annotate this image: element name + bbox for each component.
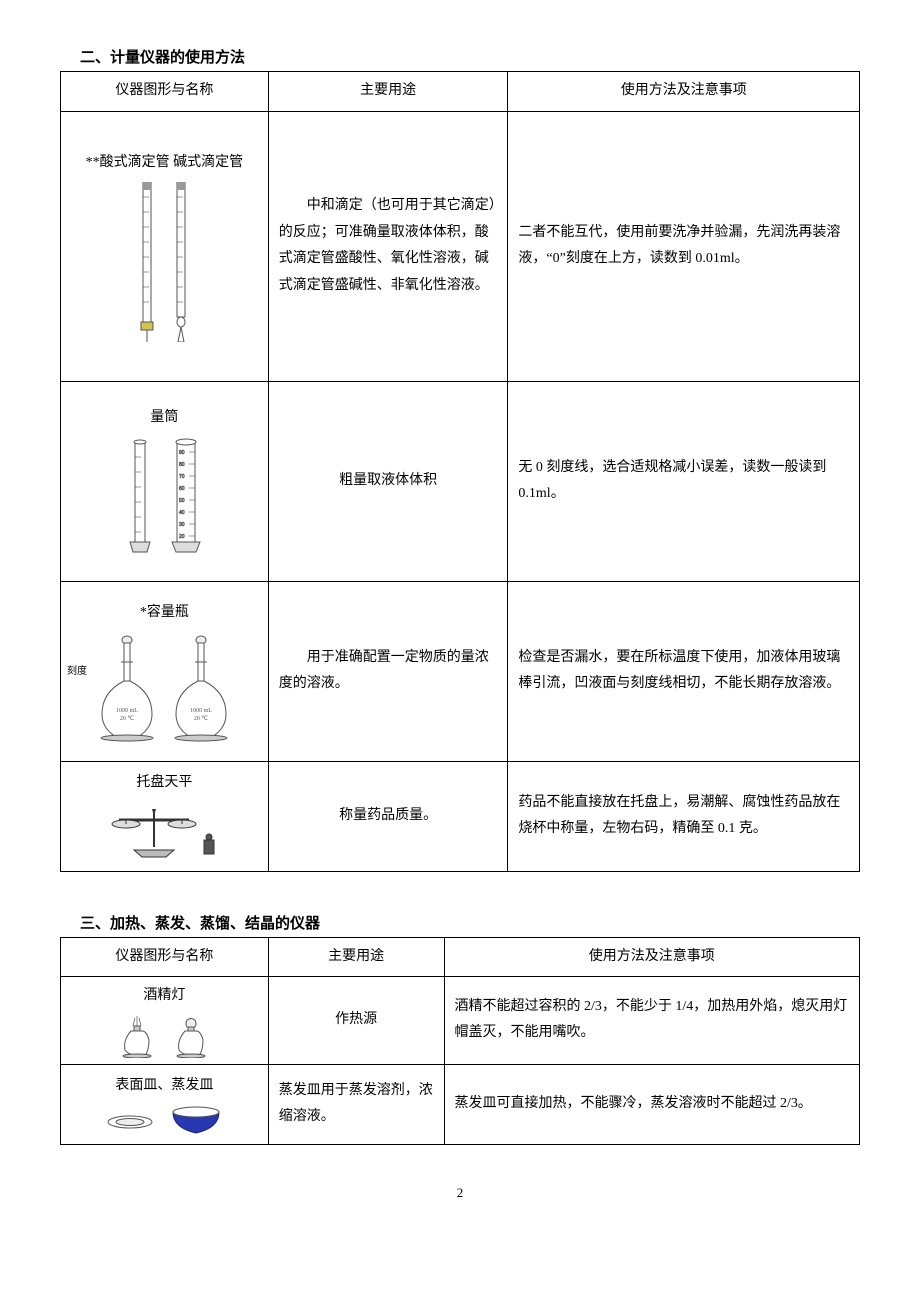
table-row: **酸式滴定管 碱式滴定管 — [61, 111, 860, 381]
th-name: 仪器图形与名称 — [61, 72, 269, 112]
svg-text:60: 60 — [179, 486, 185, 492]
cell-note: 二者不能互代，使用前要洗净并验漏，先润洗再装溶液，“0”刻度在上方，读数到 0.… — [508, 111, 860, 381]
table-row: 托盘天平 称量药品质量。 药品不能直接放在托盘上，易潮解、腐蚀性药品放在烧杯中称… — [61, 761, 860, 871]
cell-note: 无 0 刻度线，选合适规格减小误差，读数一般读到 0.1ml。 — [508, 381, 860, 581]
cell-use: 用于准确配置一定物质的量浓度的溶液。 — [268, 581, 508, 761]
table-row: 酒精灯 作热源 酒精不能 — [61, 977, 860, 1065]
svg-text:70: 70 — [179, 474, 185, 480]
th-name: 仪器图形与名称 — [61, 937, 269, 977]
svg-text:20 ℃: 20 ℃ — [194, 716, 209, 722]
page-number: 2 — [60, 1185, 860, 1201]
table-row: 量筒 90 80 — [61, 381, 860, 581]
instr-volumetric-label: *容量瓶 — [71, 600, 258, 627]
cell-note: 检查是否漏水，要在所标温度下使用，加液体用玻璃棒引流，凹液面与刻度线相切，不能长… — [508, 581, 860, 761]
svg-text:20: 20 — [179, 534, 185, 540]
th-use: 主要用途 — [268, 72, 508, 112]
instr-lamp-label: 酒精灯 — [71, 983, 258, 1010]
th-note: 使用方法及注意事项 — [508, 72, 860, 112]
cell-note: 酒精不能超过容积的 2/3，不能少于 1/4，加热用外焰，熄灭用灯帽盖灭，不能用… — [444, 977, 860, 1065]
section2-title: 二、计量仪器的使用方法 — [80, 46, 860, 67]
cell-use: 作热源 — [268, 977, 444, 1065]
table-row: 表面皿、蒸发皿 蒸发皿用于蒸发溶剂，浓缩溶液。 蒸发皿可直接加热，不能骤冷，蒸发… — [61, 1064, 860, 1144]
balance-scale-icon — [71, 802, 258, 862]
cell-use: 中和滴定（也可用于其它滴定）的反应；可准确量取液体体积，酸式滴定管盛酸性、氧化性… — [268, 111, 508, 381]
table-row: *容量瓶 刻度 1000 mL 20 ℃ 1000 mL — [61, 581, 860, 761]
cylinder-icon: 90 80 70 60 50 40 30 20 — [71, 437, 258, 557]
instr-dish-label: 表面皿、蒸发皿 — [71, 1073, 258, 1100]
cell-use: 粗量取液体体积 — [268, 381, 508, 581]
svg-text:50: 50 — [179, 498, 185, 504]
cell-note: 药品不能直接放在托盘上，易潮解、腐蚀性药品放在烧杯中称量，左物右码，精确至 0.… — [508, 761, 860, 871]
instr-balance-label: 托盘天平 — [71, 770, 258, 797]
svg-text:80: 80 — [179, 462, 185, 468]
table-header-row: 仪器图形与名称 主要用途 使用方法及注意事项 — [61, 72, 860, 112]
table-header-row: 仪器图形与名称 主要用途 使用方法及注意事项 — [61, 937, 860, 977]
svg-text:1000 mL: 1000 mL — [116, 708, 138, 714]
svg-text:20 ℃: 20 ℃ — [120, 716, 135, 722]
volumetric-flask-icon: 刻度 1000 mL 20 ℃ 1000 mL 20 ℃ — [71, 632, 258, 742]
cell-use: 蒸发皿用于蒸发溶剂，浓缩溶液。 — [268, 1064, 444, 1144]
svg-text:40: 40 — [179, 510, 185, 516]
svg-text:90: 90 — [179, 450, 185, 456]
svg-text:30: 30 — [179, 522, 185, 528]
flask-side-label: 刻度 — [67, 662, 87, 681]
section3-title: 三、加热、蒸发、蒸馏、结晶的仪器 — [80, 912, 860, 933]
evaporating-dish-icon — [71, 1106, 258, 1136]
th-use: 主要用途 — [268, 937, 444, 977]
instr-burette-label: **酸式滴定管 碱式滴定管 — [71, 150, 258, 177]
cell-note: 蒸发皿可直接加热，不能骤冷，蒸发溶液时不能超过 2/3。 — [444, 1064, 860, 1144]
cell-use: 称量药品质量。 — [268, 761, 508, 871]
alcohol-lamp-icon — [71, 1016, 258, 1058]
th-note: 使用方法及注意事项 — [444, 937, 860, 977]
instr-cylinder-label: 量筒 — [71, 405, 258, 432]
burette-icon — [71, 182, 258, 342]
svg-text:1000 mL: 1000 mL — [190, 708, 212, 714]
table-section3: 仪器图形与名称 主要用途 使用方法及注意事项 酒精灯 — [60, 937, 860, 1145]
table-section2: 仪器图形与名称 主要用途 使用方法及注意事项 **酸式滴定管 碱式滴定管 — [60, 71, 860, 872]
